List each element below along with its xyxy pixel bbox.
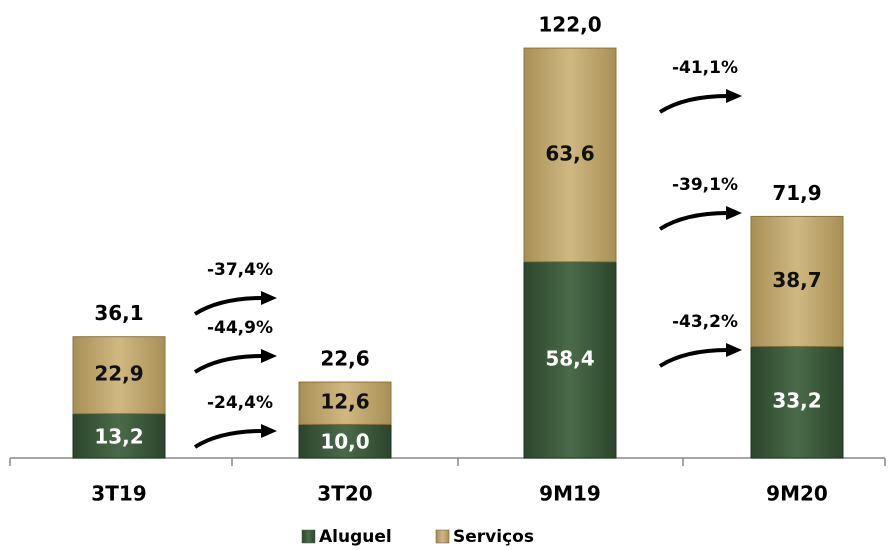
- change-label: -37,4%: [207, 260, 273, 280]
- value-label: 12,6: [320, 390, 369, 414]
- bar-segment: [750, 345, 844, 459]
- value-label: 63,6: [545, 141, 594, 165]
- legend-label: Aluguel: [319, 527, 392, 547]
- x-tick-label: 9M20: [766, 482, 828, 506]
- change-label: -39,1%: [672, 175, 738, 195]
- bar-segment: [523, 261, 617, 459]
- legend-label: Serviços: [453, 527, 534, 547]
- value-label: 13,2: [94, 424, 143, 448]
- legend-swatch: [435, 529, 450, 544]
- value-label: 58,4: [545, 346, 594, 370]
- change-arrow: [193, 354, 264, 374]
- x-tick-label: 3T20: [317, 482, 372, 506]
- bar-segment: [298, 423, 392, 459]
- total-label: 22,6: [320, 347, 369, 371]
- legend-swatch: [301, 529, 316, 544]
- change-arrow: [193, 429, 264, 449]
- arrow-head: [726, 89, 742, 103]
- bar-segment: [298, 381, 392, 425]
- total-label: 122,0: [538, 13, 601, 37]
- bar-segment: [72, 413, 166, 459]
- bar-segment: [523, 47, 617, 263]
- value-label: 38,7: [772, 268, 821, 292]
- change-label: -41,1%: [672, 58, 738, 78]
- x-tick-label: 9M19: [539, 482, 601, 506]
- x-tick-label: 3T19: [91, 482, 146, 506]
- change-arrow: [193, 296, 264, 316]
- change-arrow: [658, 211, 729, 231]
- bar-segment: [750, 215, 844, 347]
- value-label: 33,2: [772, 389, 821, 413]
- arrow-head: [261, 349, 277, 363]
- axis-ticks: [9, 458, 886, 466]
- arrow-head: [726, 343, 742, 357]
- change-arrow: [658, 94, 729, 114]
- value-label: 22,9: [94, 362, 143, 386]
- arrow-head: [726, 206, 742, 220]
- value-label: 10,0: [320, 430, 369, 454]
- arrow-head: [261, 424, 277, 438]
- change-arrow: [658, 348, 729, 368]
- change-label: -44,9%: [207, 318, 273, 338]
- total-label: 36,1: [94, 301, 143, 325]
- total-label: 71,9: [772, 181, 821, 205]
- arrow-head: [261, 291, 277, 305]
- change-label: -43,2%: [672, 312, 738, 332]
- change-label: -24,4%: [207, 393, 273, 413]
- bar-segment: [72, 336, 166, 415]
